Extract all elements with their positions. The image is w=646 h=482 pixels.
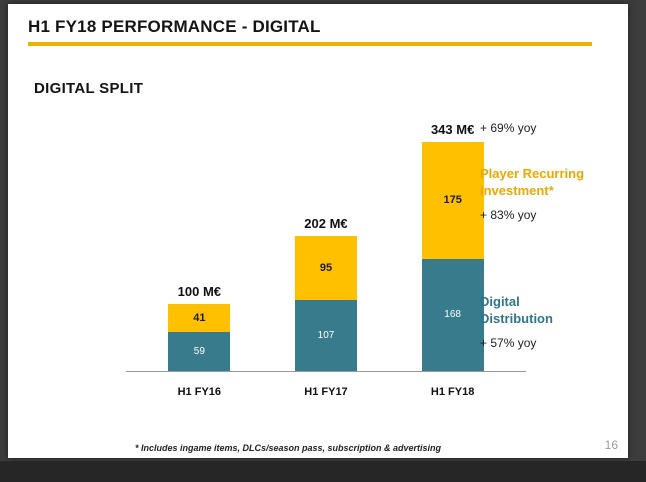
bar-segment-digital-distribution: 168 [421, 258, 484, 371]
segment-value: 168 [444, 309, 461, 321]
footnote: * Includes ingame items, DLCs/season pas… [134, 443, 442, 453]
segment-value: 175 [443, 194, 462, 207]
category-label-h1fy17: H1 FY17 [304, 386, 348, 398]
annotation-digital-distribution-label: Digital Distribution [480, 294, 553, 326]
category-labels: H1 FY16 H1 FY17 H1 FY18 [136, 386, 516, 398]
bar-segment-player-recurring: 175 [421, 142, 484, 259]
segment-value: 107 [317, 329, 335, 341]
bar-segment-digital-distribution: 107 [294, 299, 357, 371]
annotation-digital-distribution-yoy: + 57% yoy [480, 335, 537, 350]
x-axis-line [126, 371, 526, 372]
bars-row: 100 M€ 41 59 202 M€ 95 107 343 M€ [136, 122, 516, 371]
category-label-h1fy18: H1 FY18 [430, 386, 475, 398]
annotation-player-recurring-label: Player Recurring Investment* [480, 166, 585, 198]
page-number: 16 [604, 438, 618, 452]
annotation-player-recurring: Player Recurring Investment* + 83% yoy [480, 166, 598, 222]
segment-value: 95 [319, 261, 333, 274]
total-label: 100 M€ [177, 284, 222, 300]
stacked-bar-chart: 100 M€ 41 59 202 M€ 95 107 343 M€ [126, 116, 526, 416]
bar-group-h1fy18: 343 M€ 175 168 [421, 122, 484, 371]
bar-segment-player-recurring: 95 [294, 236, 357, 300]
segment-value: 41 [193, 311, 206, 324]
bottom-strip [0, 461, 646, 482]
annotation-total-yoy: + 69% yoy [480, 121, 537, 135]
bar-group-h1fy17: 202 M€ 95 107 [294, 216, 357, 371]
chart-title: DIGITAL SPLIT [34, 80, 144, 97]
slide-header: H1 FY18 PERFORMANCE - DIGITAL [8, 4, 628, 46]
bar-segment-player-recurring: 41 [168, 304, 231, 332]
bar-segment-digital-distribution: 59 [168, 331, 231, 371]
annotation-digital-distribution: Digital Distribution + 57% yoy [480, 294, 575, 350]
header-rule [28, 42, 592, 46]
category-label-h1fy16: H1 FY16 [177, 386, 222, 398]
segment-value: 59 [193, 345, 205, 357]
total-label: 343 M€ [430, 122, 475, 138]
total-label: 202 M€ [304, 216, 348, 232]
bar-group-h1fy16: 100 M€ 41 59 [168, 284, 231, 371]
annotation-player-recurring-yoy: + 83% yoy [480, 207, 537, 222]
header-title: H1 FY18 PERFORMANCE - DIGITAL [28, 17, 321, 36]
slide: H1 FY18 PERFORMANCE - DIGITAL DIGITAL SP… [8, 4, 628, 458]
